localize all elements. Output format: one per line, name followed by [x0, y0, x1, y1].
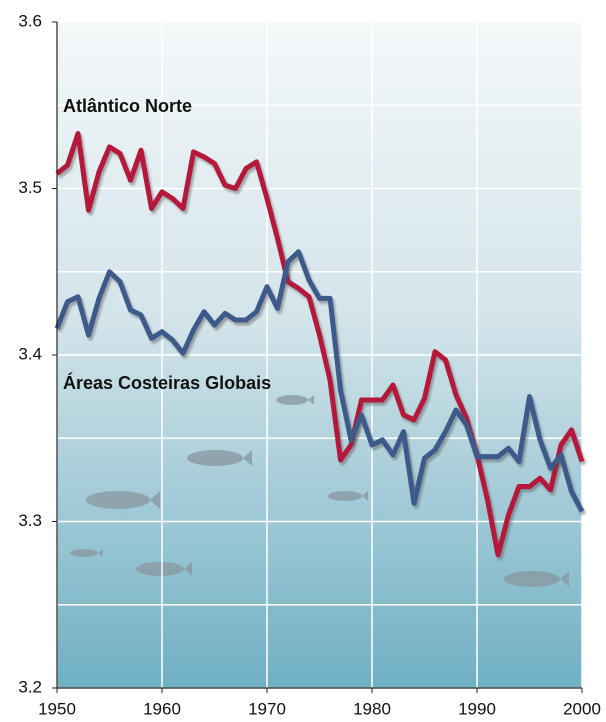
y-tick-label: 3.6 — [18, 11, 42, 30]
x-tick-label: 1980 — [353, 699, 391, 718]
x-tick-label: 1990 — [458, 699, 496, 718]
series-line — [55, 131, 585, 558]
y-tick-label: 3.4 — [18, 344, 42, 363]
x-tick-label: 1960 — [143, 699, 181, 718]
series-line — [54, 249, 585, 513]
series-label: Áreas Costeiras Globais — [63, 372, 271, 393]
x-tick-label: 1970 — [248, 699, 286, 718]
y-tick-label: 3.3 — [18, 511, 42, 530]
series-label: Atlântico Norte — [63, 96, 192, 116]
y-tick-label: 3.5 — [18, 178, 42, 197]
y-tick-label: 3.2 — [18, 677, 42, 696]
x-tick-label: 1950 — [38, 699, 76, 718]
fish-decoration — [70, 395, 569, 587]
x-tick-label: 2000 — [563, 699, 601, 718]
